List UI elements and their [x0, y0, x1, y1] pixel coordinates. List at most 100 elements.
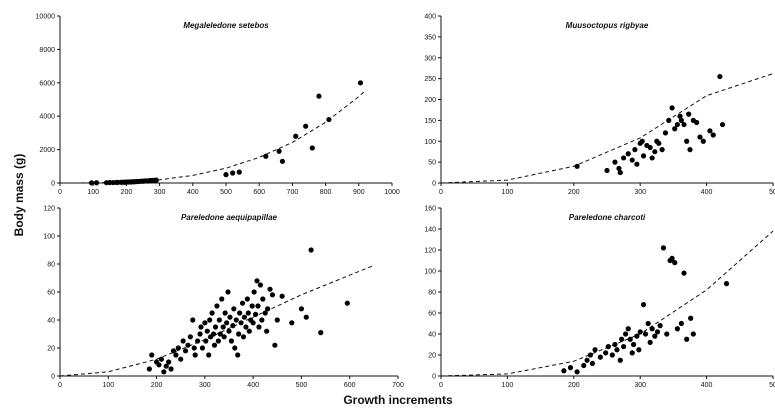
x-axis-label: Growth increments [343, 393, 453, 407]
y-tick-label: 4000 [39, 114, 55, 121]
y-tick-label: 120 [424, 248, 436, 255]
data-point [640, 153, 647, 159]
data-point [666, 117, 672, 123]
data-point [636, 347, 642, 353]
x-tick-label: 700 [392, 382, 404, 389]
x-tick-label: 200 [568, 189, 580, 196]
data-point [681, 121, 687, 128]
data-point [88, 180, 95, 186]
data-point [674, 326, 680, 332]
x-tick-label: 50 [769, 382, 775, 389]
data-point [674, 121, 680, 128]
data-point [197, 331, 203, 337]
x-tick-label: 500 [296, 382, 308, 389]
data-point [203, 338, 209, 344]
data-point [719, 121, 726, 128]
y-tick-label: 300 [424, 55, 436, 62]
data-point [678, 117, 684, 123]
data-point [226, 328, 232, 334]
x-tick-label: 0 [439, 189, 443, 196]
data-point [231, 306, 237, 312]
data-point [710, 132, 716, 138]
data-point [308, 247, 314, 253]
data-point [230, 170, 236, 176]
data-point [267, 286, 273, 292]
data-point [156, 362, 162, 368]
y-tick-label: 150 [424, 118, 436, 125]
data-point [185, 342, 191, 348]
data-point [630, 341, 637, 348]
data-point [199, 345, 206, 351]
data-point [684, 138, 690, 144]
data-point [614, 347, 620, 353]
data-point [567, 365, 574, 371]
data-point [209, 310, 215, 316]
data-point [166, 359, 172, 365]
data-point [158, 356, 164, 362]
data-point [149, 352, 155, 358]
data-point [687, 147, 693, 153]
data-point [597, 354, 603, 360]
data-point [672, 126, 678, 132]
y-tick-label: 400 [424, 14, 436, 21]
data-point [240, 334, 247, 340]
x-tick-label: 900 [353, 189, 365, 196]
data-point [192, 352, 198, 358]
x-tick-label: 200 [151, 382, 163, 389]
data-point [647, 144, 653, 151]
data-point [153, 177, 159, 183]
x-tick-label: 500 [220, 189, 232, 196]
data-point [649, 155, 655, 161]
data-point [677, 113, 683, 119]
data-point [647, 339, 653, 345]
y-tick-label: 10000 [36, 14, 56, 21]
data-point [617, 357, 623, 363]
data-point [161, 369, 167, 375]
data-point [717, 73, 723, 80]
data-point [232, 345, 238, 351]
data-point [684, 336, 690, 342]
data-point [639, 138, 645, 144]
data-point [616, 165, 622, 171]
x-tick-label: 50 [769, 189, 775, 196]
y-tick-label: 80 [428, 290, 436, 297]
x-tick-label: 300 [634, 382, 646, 389]
x-tick-label: 0 [58, 189, 62, 196]
data-point [217, 331, 223, 337]
data-point [210, 331, 217, 337]
data-point [617, 169, 623, 176]
data-point [357, 80, 364, 86]
data-point [206, 352, 212, 358]
y-tick-label: 0 [432, 181, 436, 188]
data-point [239, 300, 246, 306]
data-point [303, 123, 309, 129]
data-point [642, 331, 649, 337]
data-point [182, 348, 189, 354]
data-point [236, 331, 242, 337]
data-point [657, 323, 663, 329]
y-tick-label: 50 [428, 160, 436, 167]
x-tick-label: 600 [253, 189, 265, 196]
data-point [662, 130, 669, 136]
data-point [93, 180, 100, 186]
data-point [190, 317, 196, 323]
data-point [237, 310, 243, 316]
data-point [678, 320, 684, 327]
data-point [621, 155, 627, 161]
y-tick-label: 2000 [39, 147, 55, 154]
data-point [603, 350, 609, 356]
data-point [672, 260, 678, 266]
data-point [723, 281, 730, 287]
data-point [223, 172, 229, 178]
data-point [574, 163, 580, 169]
data-point [625, 151, 631, 157]
data-point [222, 310, 228, 316]
data-point [243, 324, 249, 330]
x-tick-label: 300 [634, 189, 646, 196]
y-tick-label: 100 [43, 234, 55, 241]
data-point [688, 315, 694, 321]
data-point [225, 289, 231, 295]
data-point [700, 138, 706, 144]
y-tick-label: 8000 [39, 47, 55, 54]
data-point [211, 342, 218, 348]
